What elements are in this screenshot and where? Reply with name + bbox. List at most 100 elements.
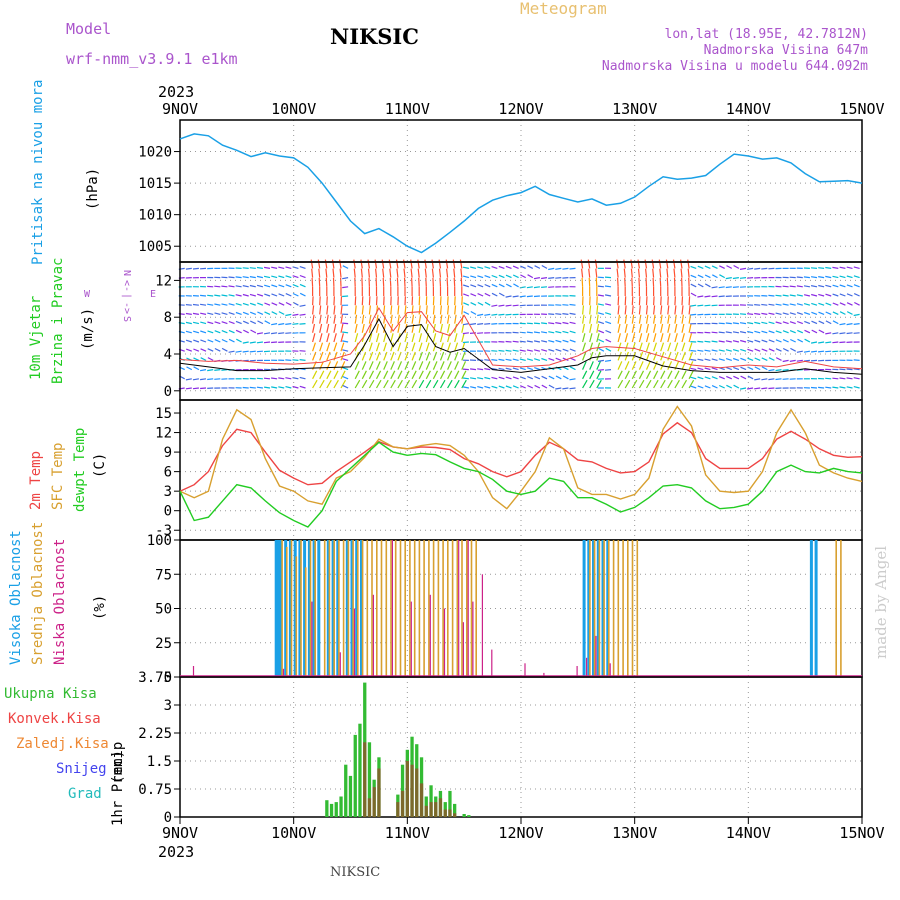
wind-arrow: [454, 351, 459, 361]
wind-arrow: [789, 330, 796, 334]
wind-arrow: [854, 301, 860, 306]
wind-arrow: [235, 285, 242, 288]
lonlat-label: lon,lat (18.95E, 42.7812N): [665, 27, 869, 42]
wind-arrow: [354, 361, 360, 370]
high-cloud-bar: [326, 540, 330, 677]
wind-arrow: [271, 293, 278, 297]
wind-arrow: [285, 332, 292, 334]
wind-arrow: [236, 338, 242, 343]
wind-arrow: [354, 370, 360, 380]
wind-arrow: [340, 323, 344, 333]
wind-arrow: [235, 320, 242, 325]
wind-arrow: [263, 341, 271, 344]
wind-arrow: [853, 377, 860, 380]
y-tick-label: 1.5: [147, 754, 172, 770]
wind-arrow: [681, 314, 684, 324]
wind-arrow: [811, 350, 818, 353]
wind-arrow: [454, 379, 460, 389]
wind-arrow: [242, 293, 249, 297]
wind-arrow: [368, 333, 373, 343]
wind-arrow: [782, 321, 789, 325]
wind-arrow: [569, 312, 576, 315]
y-tick-label: 100: [147, 533, 172, 549]
wind-arrow: [825, 386, 832, 389]
wind-arrow: [832, 293, 839, 297]
wind-arrow: [207, 348, 214, 352]
wind-arrow: [732, 322, 739, 325]
wind-arrow: [446, 277, 449, 287]
wind-arrow: [846, 323, 853, 326]
wind-arrow: [383, 361, 388, 370]
wind-arrow: [498, 358, 505, 361]
wind-arrow: [390, 361, 395, 370]
wind-arrow: [596, 370, 602, 380]
wind-arrow: [342, 322, 349, 325]
cloud-unit: (%): [92, 595, 108, 620]
wind-arrow: [367, 259, 370, 269]
wind-arrow: [446, 268, 449, 278]
wind-arrow: [667, 361, 673, 370]
wind-arrow: [697, 295, 704, 298]
low-cloud-bar: [472, 601, 474, 677]
mid-cloud-bar: [281, 540, 283, 677]
wind-arrow: [299, 274, 306, 279]
wind-arrow: [256, 284, 264, 288]
wind-arrow: [747, 313, 754, 315]
wind-arrow: [660, 342, 665, 352]
mid-cloud-bar: [456, 540, 459, 677]
wind-arrow: [360, 259, 363, 269]
wind-arrow: [711, 340, 718, 343]
wind-arrow: [645, 314, 649, 324]
wind-arrow: [484, 368, 491, 371]
wind-arrow: [342, 384, 349, 389]
wind-arrow: [342, 286, 349, 289]
wind-arrow: [339, 268, 342, 278]
wind-arrow: [839, 302, 846, 306]
wind-arrow: [688, 314, 692, 324]
wind-arrow: [326, 323, 330, 333]
wind-arrow: [299, 266, 306, 269]
wind-arrow: [569, 378, 576, 381]
wind-arrow: [796, 320, 804, 325]
wind-arrow: [775, 330, 782, 334]
wind-arrow: [674, 342, 679, 352]
wind-arrow: [604, 369, 612, 371]
wind-arrow: [340, 370, 346, 380]
wind-arrow: [596, 361, 601, 370]
wind-arrow: [340, 342, 345, 352]
wind-arrow: [747, 387, 754, 390]
low-cloud-bar: [586, 657, 588, 677]
bottom-date-label: 14NOV: [726, 824, 771, 842]
wind-arrow: [397, 361, 403, 370]
wind-arrow: [200, 378, 207, 381]
wind-arrow: [498, 274, 505, 279]
wind-arrow: [249, 302, 256, 306]
low-cloud-bar: [311, 601, 313, 677]
wind-arrow: [782, 312, 789, 315]
wind-arrow: [803, 276, 810, 279]
wind-arrow: [747, 267, 754, 270]
wind-arrow: [595, 268, 598, 278]
wind-arrow: [432, 361, 438, 370]
pressure-panel: 1005 1010 1015 1020: [138, 119, 863, 263]
wind-arrow: [598, 347, 605, 352]
compass-arrow-2: ->: [121, 302, 132, 314]
wind-arrow: [541, 375, 548, 380]
wind-arrow: [804, 338, 811, 343]
wind-arrow: [519, 340, 526, 343]
mid-cloud-bar: [300, 540, 302, 677]
wind-arrow: [200, 330, 207, 334]
wind-arrow: [527, 265, 534, 269]
wind-arrow: [653, 370, 659, 380]
wind-arrow: [271, 302, 278, 306]
wind-arrow: [597, 359, 605, 362]
wind-arrow: [832, 275, 839, 279]
wind-arrow: [505, 265, 512, 269]
wind-arrow: [617, 314, 621, 324]
wind-arrow: [454, 314, 457, 324]
wind-arrow: [796, 312, 803, 315]
wind-arrow: [411, 361, 417, 370]
wind-arrow: [278, 275, 285, 279]
wind-arrow: [333, 296, 335, 306]
top-date-label: 11NOV: [385, 100, 430, 118]
